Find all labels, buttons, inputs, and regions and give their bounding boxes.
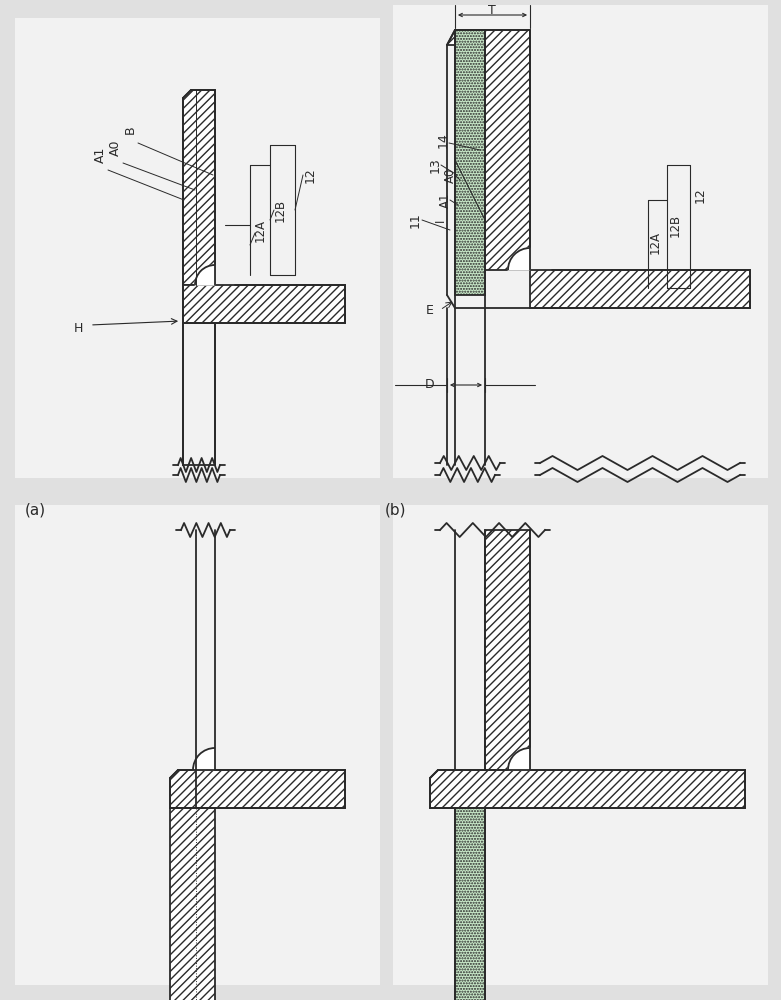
Polygon shape [183,285,345,323]
Polygon shape [183,323,215,465]
Polygon shape [170,808,215,1000]
Polygon shape [455,30,485,295]
Text: 12B: 12B [273,198,287,222]
Text: 14: 14 [437,132,450,148]
Text: 12B: 12B [669,213,682,237]
Text: T: T [488,3,496,16]
Bar [15,18,380,478]
Text: 12A: 12A [254,219,266,241]
Bar [393,505,768,985]
Polygon shape [485,30,530,270]
Polygon shape [183,90,215,285]
Text: 13: 13 [429,157,441,173]
Text: A1: A1 [438,192,451,208]
Wedge shape [508,248,530,270]
Polygon shape [455,808,485,1000]
Polygon shape [447,30,455,45]
Bar [393,5,768,478]
Polygon shape [447,308,485,465]
Text: D: D [425,378,435,391]
Text: 12: 12 [694,187,707,203]
Wedge shape [508,748,530,770]
Text: A1: A1 [94,147,106,163]
Wedge shape [193,748,215,770]
Wedge shape [195,265,215,285]
Text: (a): (a) [24,502,45,518]
Text: I: I [433,218,447,222]
Text: 12: 12 [304,167,316,183]
Text: A0: A0 [444,167,457,183]
Polygon shape [430,770,745,808]
Text: (b): (b) [384,502,406,518]
Polygon shape [530,270,750,308]
Polygon shape [485,530,530,770]
Text: 11: 11 [408,212,422,228]
Text: 12A: 12A [648,232,662,254]
Text: A0: A0 [109,140,122,156]
Text: B: B [123,126,137,134]
Polygon shape [170,770,345,808]
Text: H: H [73,322,83,334]
Text: E: E [426,304,434,316]
Bar [15,505,380,985]
